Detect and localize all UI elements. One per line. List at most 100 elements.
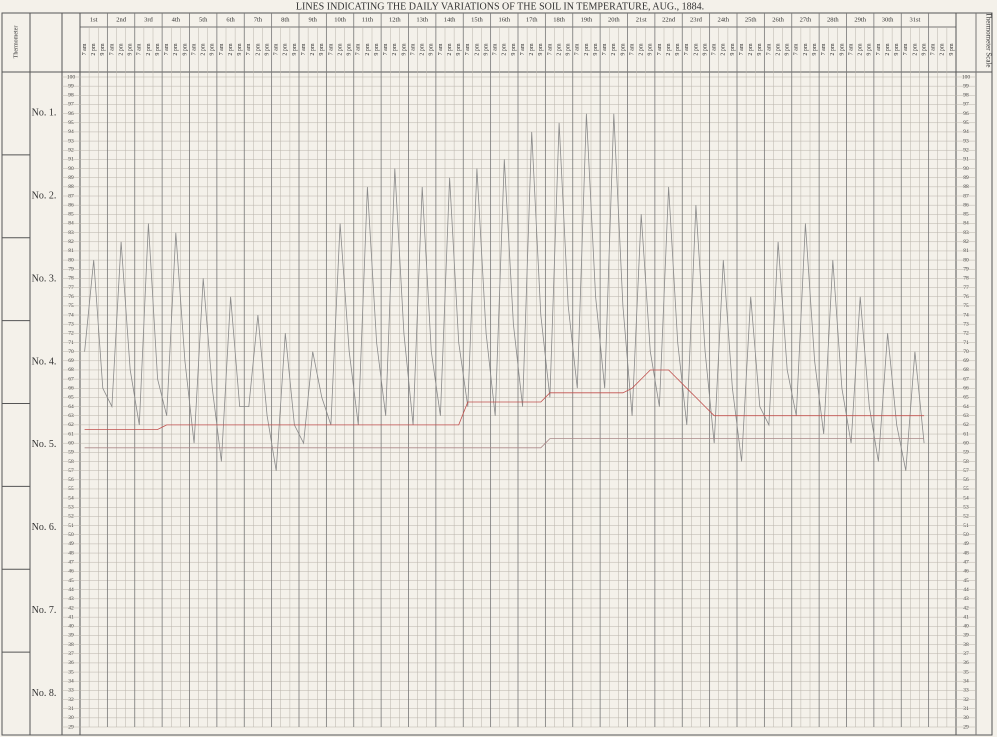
time-label: 2 pm bbox=[228, 43, 234, 56]
y-tick-label-right: 88 bbox=[963, 184, 969, 190]
y-tick-label: 37 bbox=[68, 651, 74, 657]
y-tick-label-right: 39 bbox=[963, 633, 969, 639]
y-tick-label: 56 bbox=[68, 477, 74, 483]
time-label: 7 am bbox=[438, 43, 444, 55]
day-label: 3rd bbox=[144, 16, 153, 23]
y-tick-label-right: 51 bbox=[963, 523, 969, 529]
time-label: 9 pm bbox=[347, 43, 353, 56]
time-label: 9 pm bbox=[593, 43, 599, 56]
time-label: 9 pm bbox=[483, 43, 489, 56]
y-tick-label-right: 85 bbox=[963, 212, 969, 218]
y-tick-label-right: 75 bbox=[963, 303, 969, 309]
day-label: 22nd bbox=[662, 16, 676, 23]
y-tick-label: 65 bbox=[68, 395, 74, 401]
time-label: 9 pm bbox=[894, 43, 900, 56]
y-tick-label-right: 50 bbox=[963, 532, 969, 538]
day-label: 17th bbox=[526, 16, 538, 23]
time-label: 7 am bbox=[931, 43, 937, 55]
time-label: 7 am bbox=[246, 43, 252, 55]
y-tick-label-right: 36 bbox=[963, 660, 969, 666]
time-label: 9 pm bbox=[100, 43, 106, 56]
y-tick-label-right: 98 bbox=[963, 93, 969, 99]
y-tick-label: 64 bbox=[68, 404, 74, 410]
day-label: 14th bbox=[444, 16, 456, 23]
day-label: 11th bbox=[362, 16, 374, 23]
y-tick-label-right: 43 bbox=[963, 596, 969, 602]
y-tick-label: 73 bbox=[68, 321, 74, 327]
time-label: 9 pm bbox=[921, 43, 927, 56]
y-tick-label: 75 bbox=[68, 303, 74, 309]
time-label: 7 am bbox=[766, 43, 772, 55]
y-tick-label-right: 94 bbox=[963, 129, 969, 135]
time-label: 9 pm bbox=[237, 43, 243, 56]
y-tick-label: 34 bbox=[68, 678, 74, 684]
y-tick-label: 99 bbox=[68, 83, 74, 89]
y-tick-label-right: 81 bbox=[963, 248, 969, 254]
y-tick-label-right: 58 bbox=[963, 459, 969, 465]
thermometer-label: No. 1. bbox=[32, 108, 57, 119]
y-tick-label: 52 bbox=[68, 514, 74, 520]
day-label: 2nd bbox=[116, 16, 127, 23]
y-tick-label: 55 bbox=[68, 486, 74, 492]
time-label: 7 am bbox=[109, 43, 115, 55]
time-label: 9 pm bbox=[182, 43, 188, 56]
y-tick-label-right: 60 bbox=[963, 440, 969, 446]
y-tick-label: 62 bbox=[68, 422, 74, 428]
y-tick-label: 67 bbox=[68, 376, 74, 382]
y-tick-label: 48 bbox=[68, 550, 74, 556]
y-tick-label-right: 37 bbox=[963, 651, 969, 657]
y-tick-label: 84 bbox=[68, 221, 74, 227]
time-label: 7 am bbox=[712, 43, 718, 55]
y-tick-label: 95 bbox=[68, 120, 74, 126]
thermometer-label: No. 4. bbox=[32, 356, 57, 367]
y-tick-label: 51 bbox=[68, 523, 74, 529]
time-label: 2 pm bbox=[940, 43, 946, 56]
right-header: Thermometer Scale bbox=[984, 12, 992, 67]
y-tick-label: 85 bbox=[68, 212, 74, 218]
y-tick-label: 44 bbox=[68, 587, 74, 593]
y-tick-label-right: 53 bbox=[963, 505, 969, 511]
day-label: 6th bbox=[226, 16, 235, 23]
y-tick-label: 63 bbox=[68, 413, 74, 419]
y-tick-label-right: 97 bbox=[963, 102, 969, 108]
y-tick-label: 74 bbox=[68, 312, 74, 318]
time-label: 9 pm bbox=[867, 43, 873, 56]
y-tick-label-right: 76 bbox=[963, 294, 969, 300]
y-tick-label-right: 41 bbox=[963, 614, 969, 620]
day-label: 7th bbox=[254, 16, 263, 23]
y-tick-label: 82 bbox=[68, 239, 74, 245]
y-tick-label-right: 73 bbox=[963, 321, 969, 327]
y-tick-label: 68 bbox=[68, 367, 74, 373]
y-tick-label-right: 29 bbox=[963, 724, 969, 730]
day-label: 26th bbox=[772, 16, 784, 23]
y-tick-label-right: 99 bbox=[963, 83, 969, 89]
day-label: 16th bbox=[499, 16, 511, 23]
y-tick-label-right: 42 bbox=[963, 605, 969, 611]
y-tick-label-right: 82 bbox=[963, 239, 969, 245]
y-tick-label: 36 bbox=[68, 660, 74, 666]
y-tick-label: 100 bbox=[67, 74, 76, 80]
time-label: 7 am bbox=[383, 43, 389, 55]
time-label: 9 pm bbox=[511, 43, 517, 56]
y-tick-label: 58 bbox=[68, 459, 74, 465]
y-tick-label: 98 bbox=[68, 93, 74, 99]
y-tick-label: 94 bbox=[68, 129, 74, 135]
time-label: 9 pm bbox=[538, 43, 544, 56]
page: {"chart_data": {"type": "line", "title":… bbox=[0, 0, 997, 737]
time-label: 9 pm bbox=[730, 43, 736, 56]
time-label: 9 pm bbox=[264, 43, 270, 56]
time-label: 2 pm bbox=[611, 43, 617, 56]
y-tick-label: 93 bbox=[68, 138, 74, 144]
time-label: 7 am bbox=[903, 43, 909, 55]
y-tick-label-right: 80 bbox=[963, 257, 969, 263]
day-label: 10th bbox=[334, 16, 346, 23]
y-tick-label: 57 bbox=[68, 468, 74, 474]
time-label: 2 pm bbox=[584, 43, 590, 56]
y-tick-label: 40 bbox=[68, 624, 74, 630]
y-tick-label: 29 bbox=[68, 724, 74, 730]
y-tick-label-right: 74 bbox=[963, 312, 969, 318]
time-label: 7 am bbox=[493, 43, 499, 55]
time-label: 7 am bbox=[794, 43, 800, 55]
y-tick-label-right: 63 bbox=[963, 413, 969, 419]
day-label: 28th bbox=[827, 16, 839, 23]
